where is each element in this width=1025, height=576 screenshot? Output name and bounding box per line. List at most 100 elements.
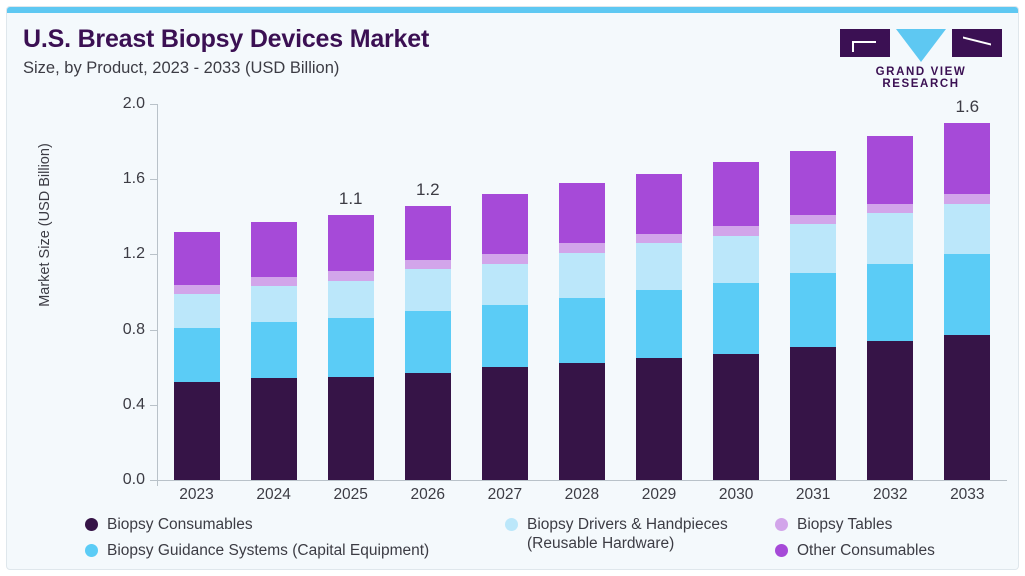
- bar-segment[interactable]: [173, 293, 220, 328]
- x-axis-tick-label: 2024: [256, 486, 291, 503]
- bar-segment[interactable]: [250, 276, 297, 287]
- legend-item[interactable]: Biopsy Guidance Systems (Capital Equipme…: [85, 541, 505, 560]
- bar-group[interactable]: [250, 104, 297, 480]
- bar-segment[interactable]: [636, 233, 682, 244]
- bar-segment[interactable]: [327, 318, 374, 377]
- bar-segment[interactable]: [867, 136, 914, 204]
- y-axis-tick-mark: [150, 480, 157, 481]
- bar-segment[interactable]: [558, 252, 605, 298]
- bar-segment[interactable]: [558, 183, 605, 244]
- accent-top-bar: [7, 7, 1018, 13]
- bar-value-label: 1.6: [955, 96, 980, 116]
- y-axis-tick-label: 0.4: [122, 395, 145, 413]
- bar-group[interactable]: [558, 104, 605, 480]
- bar-segment[interactable]: [327, 271, 374, 281]
- bar-group[interactable]: [173, 104, 220, 480]
- bar-segment[interactable]: [558, 363, 605, 480]
- bar-segment[interactable]: [404, 269, 451, 311]
- y-axis-tick-mark: [150, 104, 157, 105]
- bar-segment[interactable]: [327, 280, 374, 319]
- bar-segment[interactable]: [790, 273, 837, 347]
- bar-segment[interactable]: [481, 263, 528, 306]
- bar-segment[interactable]: [558, 243, 605, 253]
- bar-group[interactable]: [790, 104, 837, 480]
- bar-segment[interactable]: [173, 284, 220, 294]
- bar-segment[interactable]: [327, 214, 374, 272]
- bar-segment[interactable]: [790, 151, 837, 215]
- bar-segment[interactable]: [790, 224, 837, 274]
- bar-segment[interactable]: [404, 310, 451, 373]
- logo-right-block-icon: [952, 29, 1002, 57]
- legend-column: Biopsy Drivers & Handpieces (Reusable Ha…: [505, 515, 775, 561]
- x-axis-tick-label: 2029: [641, 486, 677, 503]
- bar-segment[interactable]: [636, 357, 682, 480]
- bar-segment[interactable]: [713, 354, 760, 480]
- bar-segment[interactable]: [944, 335, 991, 480]
- bar-segment[interactable]: [481, 194, 528, 255]
- bar-segment[interactable]: [790, 346, 837, 480]
- bar-segment[interactable]: [250, 322, 297, 379]
- legend-color-swatch-icon: [775, 518, 788, 531]
- bar-segment[interactable]: [404, 372, 451, 480]
- legend-item-label: Biopsy Guidance Systems (Capital Equipme…: [107, 542, 430, 560]
- page-subtitle: Size, by Product, 2023 - 2033 (USD Billi…: [23, 59, 340, 77]
- legend-color-swatch-icon: [85, 518, 98, 531]
- logo-triangle-icon: [896, 29, 946, 62]
- legend-item[interactable]: Biopsy Tables: [775, 515, 995, 534]
- bar-group[interactable]: [713, 104, 760, 480]
- bar-segment[interactable]: [481, 367, 528, 480]
- bar-segment[interactable]: [250, 286, 297, 323]
- bar-segment[interactable]: [944, 203, 991, 255]
- bar-segment[interactable]: [404, 260, 451, 270]
- legend-item[interactable]: Other Consumables: [775, 541, 995, 560]
- chart-plot-area: Market Size (USD Billion) 0.0 0.4 0.8 1.2 1.…: [7, 7, 1018, 569]
- x-axis-tick-label: 2027: [487, 486, 523, 503]
- bar-segment[interactable]: [173, 327, 220, 383]
- legend-item[interactable]: Biopsy Drivers & Handpieces (Reusable Ha…: [505, 515, 775, 554]
- bar-segment[interactable]: [944, 254, 991, 336]
- bar-segment[interactable]: [713, 226, 760, 236]
- bar-group[interactable]: [636, 104, 682, 480]
- chart-card: U.S. Breast Biopsy Devices Market Size, …: [6, 6, 1019, 570]
- bar-segment[interactable]: [713, 235, 760, 283]
- y-axis-tick-mark: [150, 179, 157, 181]
- legend-item[interactable]: Biopsy Consumables: [85, 515, 505, 534]
- bar-segment[interactable]: [327, 376, 374, 480]
- bar-segment[interactable]: [713, 282, 760, 355]
- x-axis-tick-label: 2025: [333, 486, 368, 503]
- bar-group[interactable]: 1.2: [404, 104, 451, 480]
- bar-segment[interactable]: [944, 122, 991, 195]
- legend-column: Biopsy Tables Other Consumables: [775, 515, 995, 561]
- bar-segment[interactable]: [558, 297, 605, 364]
- bar-segment[interactable]: [250, 222, 297, 277]
- bar-segment[interactable]: [867, 263, 914, 341]
- bar-segment[interactable]: [944, 194, 991, 204]
- legend-item-label: Other Consumables: [797, 542, 935, 560]
- bar-segment[interactable]: [636, 173, 682, 234]
- bar-segment[interactable]: [636, 243, 682, 291]
- bar-segment[interactable]: [790, 214, 837, 225]
- bar-segment[interactable]: [713, 162, 760, 227]
- bar-segment[interactable]: [481, 305, 528, 368]
- bar-group[interactable]: [481, 104, 528, 480]
- legend-item-label: Biopsy Consumables: [107, 516, 253, 533]
- bar-group[interactable]: 1.1: [327, 104, 374, 480]
- bar-segment[interactable]: [250, 378, 297, 480]
- y-axis-tick-mark: [150, 329, 157, 331]
- y-axis-line: [157, 104, 158, 486]
- page-title: U.S. Breast Biopsy Devices Market: [23, 25, 430, 53]
- legend-column: Biopsy Consumables Biopsy Guidance System…: [85, 515, 505, 561]
- bar-segment[interactable]: [481, 254, 528, 264]
- bar-segment[interactable]: [173, 382, 220, 480]
- bar-segment[interactable]: [867, 203, 914, 214]
- bar-segment[interactable]: [636, 290, 682, 358]
- bar-segment[interactable]: [867, 340, 914, 480]
- bar-segment[interactable]: [173, 231, 220, 285]
- bar-group[interactable]: 1.6: [944, 97, 991, 480]
- bar-segment[interactable]: [867, 213, 914, 264]
- legend-item-label: Biopsy Drivers & Handpieces (Reusable Ha…: [527, 516, 728, 553]
- y-axis-tick-label: 2.0: [122, 95, 145, 112]
- bar-group[interactable]: [867, 104, 914, 480]
- bar-segment[interactable]: [404, 205, 451, 261]
- x-axis-tick-label: 2030: [718, 486, 754, 503]
